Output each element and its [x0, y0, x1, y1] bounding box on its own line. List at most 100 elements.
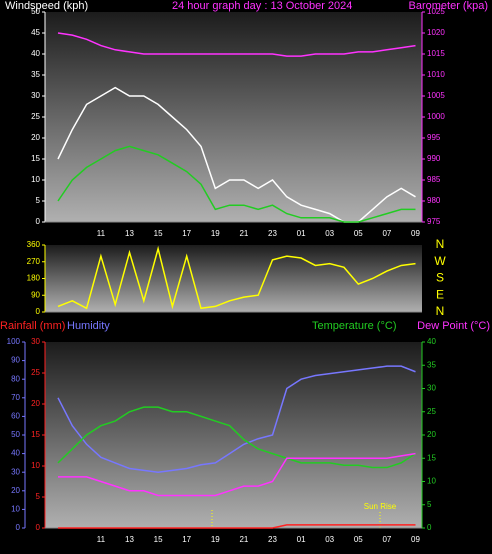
- x-tick-label: 13: [125, 535, 134, 544]
- x-tick-label: 03: [325, 535, 334, 544]
- y-tick-label: 20: [31, 399, 40, 408]
- y-tick-label: 40: [427, 337, 436, 346]
- y-tick-label: S: [436, 271, 444, 285]
- x-tick-label: 15: [154, 535, 163, 544]
- x-tick-label: 01: [297, 229, 306, 238]
- series-line: [58, 452, 416, 497]
- y-tick-label: 45: [31, 28, 40, 37]
- series-line: [57, 365, 416, 473]
- y-tick-label: 90: [11, 356, 20, 365]
- plot-area: [45, 12, 422, 222]
- x-tick-label: 13: [125, 229, 134, 238]
- x-tick-label: 17: [182, 535, 191, 544]
- y-tick-label: 0: [427, 523, 432, 532]
- y3-axis-label: Rainfall (mm): [0, 320, 65, 332]
- x-tick-label: 07: [382, 229, 391, 238]
- y-tick-label: 180: [27, 274, 41, 283]
- y-tick-label: 20: [11, 486, 20, 495]
- y-tick-label: 40: [11, 449, 20, 458]
- y-tick-label: W: [434, 254, 446, 268]
- x-tick-label: 19: [211, 535, 220, 544]
- series-line: [58, 524, 416, 529]
- y-tick-label: N: [436, 237, 445, 251]
- y2-axis-label: Temperature (°C): [312, 320, 396, 332]
- y-tick-label: 30: [31, 337, 40, 346]
- x-tick-label: 17: [182, 229, 191, 238]
- y-tick-label: 100: [7, 337, 21, 346]
- x-tick-label: 23: [268, 229, 277, 238]
- plot-area: [45, 342, 422, 528]
- x-tick-label: 07: [382, 535, 391, 544]
- y-tick-label: 980: [427, 196, 441, 205]
- y-tick-label: 70: [11, 393, 20, 402]
- series-line: [57, 145, 416, 223]
- y-tick-label: 30: [11, 467, 20, 476]
- y-tick-label: 985: [427, 175, 441, 184]
- y-tick-label: 1010: [427, 70, 445, 79]
- y-tick-label: 1020: [427, 28, 445, 37]
- y-tick-label: 5: [36, 196, 41, 205]
- y-tick-label: 995: [427, 133, 441, 142]
- y-tick-label: 35: [31, 70, 40, 79]
- y-tick-label: 0: [36, 307, 41, 316]
- x-tick-label: 09: [411, 535, 420, 544]
- x-tick-label: 19: [211, 229, 220, 238]
- y-tick-label: 270: [27, 257, 41, 266]
- y-tick-label: 25: [427, 407, 436, 416]
- y2-axis-label: Dew Point (°C): [417, 320, 490, 332]
- y-tick-label: 10: [427, 477, 436, 486]
- series-line: [57, 406, 416, 469]
- y-tick-label: 1005: [427, 91, 445, 100]
- plot-area: [45, 245, 422, 312]
- y-tick-label: 30: [427, 384, 436, 393]
- y-tick-label: 1015: [427, 49, 445, 58]
- y-tick-label: 0: [36, 217, 41, 226]
- y-tick-label: N: [436, 304, 445, 318]
- x-tick-label: 21: [239, 535, 248, 544]
- y-tick-label: 50: [31, 7, 40, 16]
- y-tick-label: 10: [31, 175, 40, 184]
- y-tick-label: 10: [31, 461, 40, 470]
- y-axis-label: Windspeed (kph): [5, 0, 88, 12]
- y-tick-label: 20: [427, 430, 436, 439]
- x-tick-label: 15: [154, 229, 163, 238]
- y-tick-label: 25: [31, 112, 40, 121]
- x-tick-label: 05: [354, 535, 363, 544]
- y-tick-label: 10: [11, 505, 20, 514]
- x-tick-label: 11: [97, 535, 106, 544]
- y-tick-label: 1000: [427, 112, 445, 121]
- y-axis-label: Humidity: [67, 320, 110, 332]
- x-tick-label: 09: [411, 229, 420, 238]
- x-tick-label: 03: [325, 229, 334, 238]
- y-tick-label: 60: [11, 412, 20, 421]
- y-tick-label: 1025: [427, 7, 445, 16]
- y-tick-label: 20: [31, 133, 40, 142]
- series-line: [57, 32, 416, 57]
- y-tick-label: E: [436, 287, 444, 301]
- y-tick-label: 40: [31, 49, 40, 58]
- y-tick-label: 25: [31, 368, 40, 377]
- x-tick-label: 21: [239, 229, 248, 238]
- y-tick-label: 50: [11, 430, 20, 439]
- y-tick-label: 0: [36, 523, 41, 532]
- chart-title: 24 hour graph day : 13 October 2024: [172, 0, 352, 12]
- y-tick-label: 35: [427, 360, 436, 369]
- y-tick-label: 15: [31, 154, 40, 163]
- y-tick-label: 360: [27, 240, 41, 249]
- x-tick-label: 11: [97, 229, 106, 238]
- y-tick-label: 5: [427, 500, 432, 509]
- y-tick-label: 15: [427, 453, 436, 462]
- y-tick-label: 90: [31, 290, 40, 299]
- y-tick-label: 5: [36, 492, 41, 501]
- y-tick-label: 975: [427, 217, 441, 226]
- y-tick-label: 30: [31, 91, 40, 100]
- y-tick-label: 990: [427, 154, 441, 163]
- y-tick-label: 15: [31, 430, 40, 439]
- x-tick-label: 23: [268, 535, 277, 544]
- annotation: Sun Rise: [364, 502, 397, 511]
- y2-axis-label: Barometer (kpa): [409, 0, 488, 12]
- y-tick-label: 80: [11, 374, 20, 383]
- x-tick-label: 01: [297, 535, 306, 544]
- series-line: [57, 245, 416, 310]
